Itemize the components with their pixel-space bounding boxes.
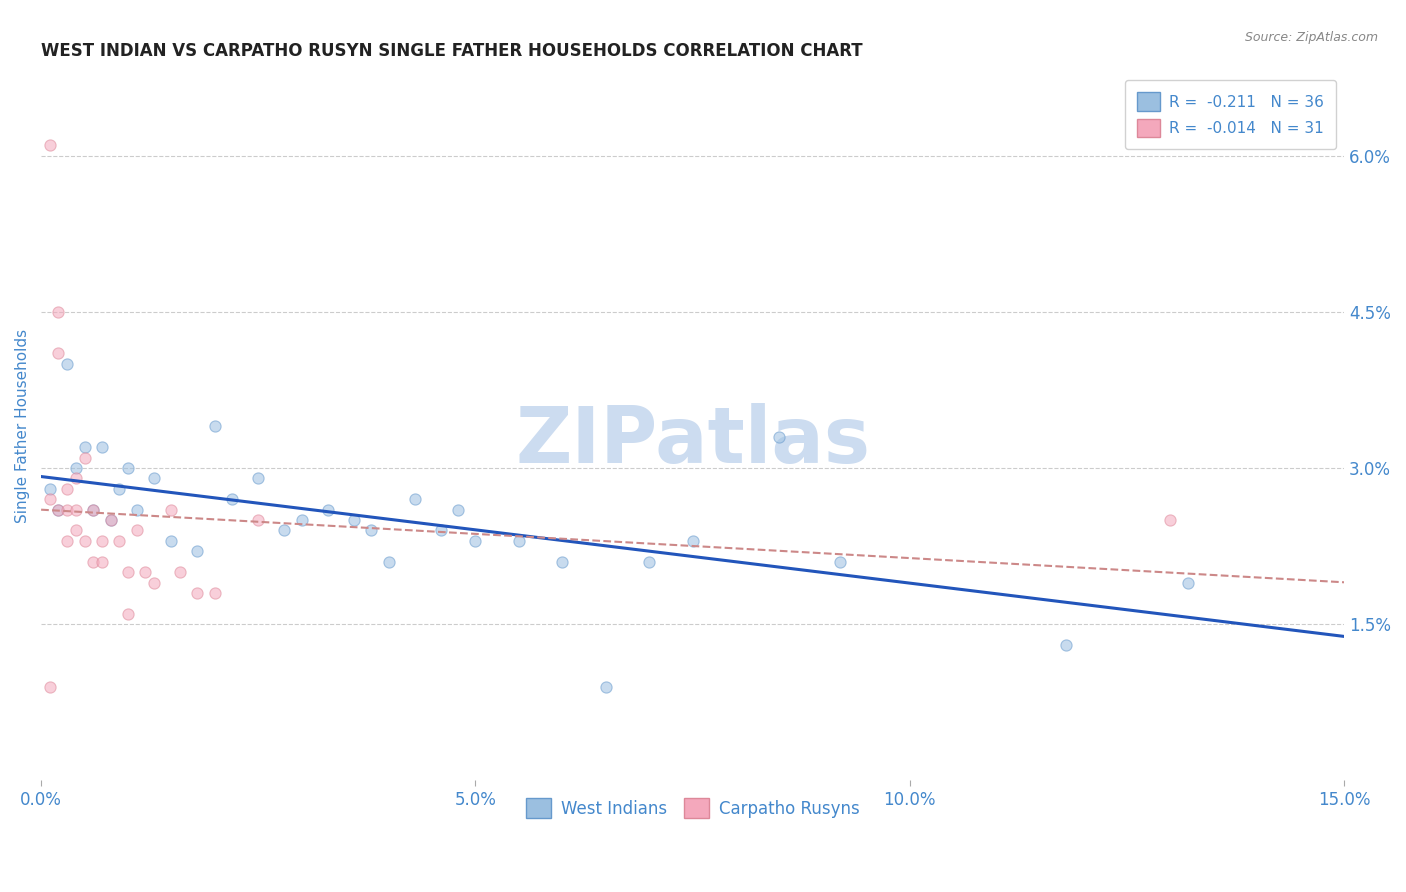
Point bbox=[429, 524, 451, 538]
Point bbox=[247, 513, 270, 527]
Text: ZIPatlas: ZIPatlas bbox=[515, 402, 870, 478]
Point bbox=[117, 461, 139, 475]
Point bbox=[143, 471, 166, 485]
Point bbox=[90, 555, 112, 569]
Point bbox=[682, 533, 704, 548]
Point bbox=[82, 502, 104, 516]
Point bbox=[82, 555, 104, 569]
Point bbox=[160, 502, 183, 516]
Point bbox=[360, 524, 382, 538]
Point bbox=[291, 513, 314, 527]
Point bbox=[90, 440, 112, 454]
Point bbox=[143, 575, 166, 590]
Point bbox=[247, 471, 270, 485]
Point bbox=[100, 513, 122, 527]
Point bbox=[125, 524, 148, 538]
Point bbox=[204, 419, 226, 434]
Point bbox=[56, 482, 79, 496]
Point bbox=[160, 533, 183, 548]
Point bbox=[73, 533, 96, 548]
Point bbox=[65, 524, 87, 538]
Point bbox=[169, 565, 191, 579]
Point bbox=[117, 607, 139, 621]
Point bbox=[1054, 638, 1077, 652]
Point bbox=[48, 346, 70, 360]
Point bbox=[221, 492, 243, 507]
Point bbox=[65, 502, 87, 516]
Point bbox=[90, 533, 112, 548]
Point bbox=[48, 502, 70, 516]
Point bbox=[56, 357, 79, 371]
Point bbox=[73, 440, 96, 454]
Point bbox=[186, 586, 208, 600]
Point bbox=[508, 533, 530, 548]
Point bbox=[447, 502, 470, 516]
Point bbox=[65, 461, 87, 475]
Point bbox=[464, 533, 486, 548]
Point bbox=[56, 533, 79, 548]
Point bbox=[108, 533, 131, 548]
Text: Source: ZipAtlas.com: Source: ZipAtlas.com bbox=[1244, 31, 1378, 45]
Point bbox=[830, 555, 852, 569]
Point bbox=[551, 555, 574, 569]
Point bbox=[100, 513, 122, 527]
Point bbox=[1177, 575, 1199, 590]
Point bbox=[343, 513, 366, 527]
Point bbox=[56, 502, 79, 516]
Point bbox=[38, 138, 60, 153]
Point bbox=[125, 502, 148, 516]
Point bbox=[134, 565, 156, 579]
Point bbox=[48, 305, 70, 319]
Point bbox=[48, 502, 70, 516]
Point bbox=[1159, 513, 1181, 527]
Point bbox=[273, 524, 295, 538]
Point bbox=[638, 555, 661, 569]
Y-axis label: Single Father Households: Single Father Households bbox=[15, 329, 30, 524]
Point bbox=[38, 492, 60, 507]
Point bbox=[108, 482, 131, 496]
Point bbox=[82, 502, 104, 516]
Point bbox=[377, 555, 399, 569]
Point bbox=[38, 482, 60, 496]
Point bbox=[316, 502, 339, 516]
Point bbox=[73, 450, 96, 465]
Text: WEST INDIAN VS CARPATHO RUSYN SINGLE FATHER HOUSEHOLDS CORRELATION CHART: WEST INDIAN VS CARPATHO RUSYN SINGLE FAT… bbox=[41, 42, 863, 60]
Point bbox=[186, 544, 208, 558]
Point bbox=[117, 565, 139, 579]
Point bbox=[404, 492, 426, 507]
Legend: West Indians, Carpatho Rusyns: West Indians, Carpatho Rusyns bbox=[519, 791, 866, 825]
Point bbox=[65, 471, 87, 485]
Point bbox=[204, 586, 226, 600]
Point bbox=[38, 680, 60, 694]
Point bbox=[595, 680, 617, 694]
Point bbox=[768, 430, 790, 444]
